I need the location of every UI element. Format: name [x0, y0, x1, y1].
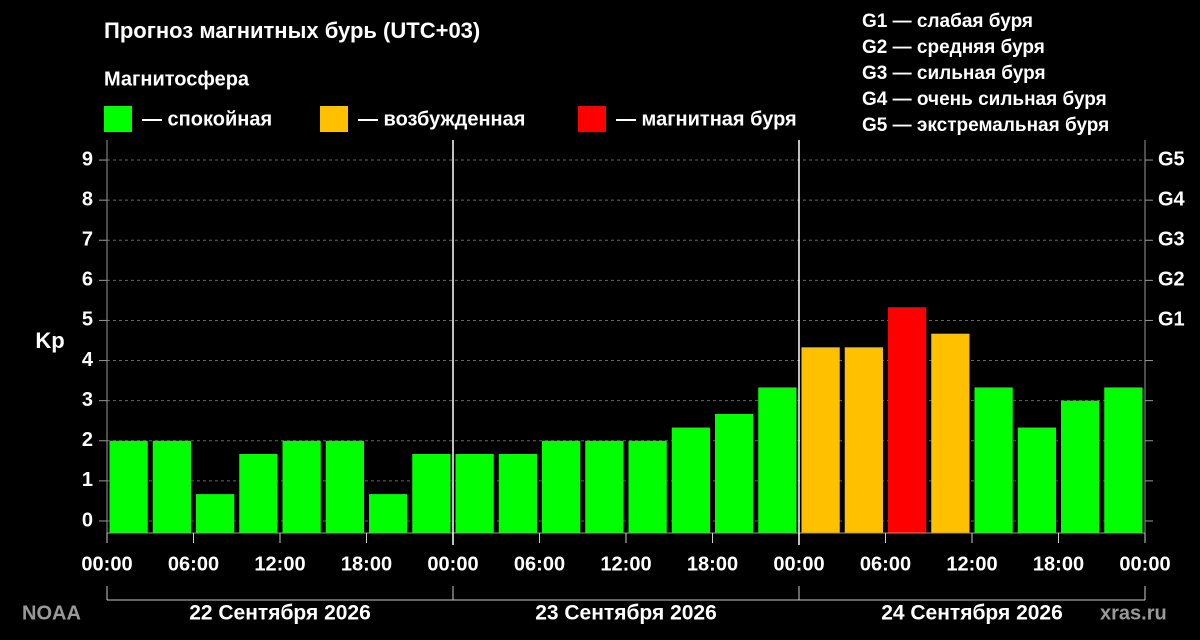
bar: [671, 427, 710, 533]
site: xras.ru: [1100, 602, 1167, 624]
g-scale-label: G1 — слабая буря: [862, 11, 1033, 32]
bar: [282, 440, 321, 533]
y2-tick-label: G3: [1158, 229, 1185, 251]
bar: [239, 453, 278, 533]
y-tick-label: 4: [82, 349, 94, 371]
chart-title: Прогноз магнитных бурь (UTC+03): [104, 18, 480, 43]
bar: [152, 440, 191, 533]
bar: [325, 440, 364, 533]
x-tick-label: 00:00: [773, 553, 824, 575]
x-tick-label: 12:00: [946, 553, 997, 575]
y-tick-label: 1: [82, 469, 93, 491]
x-tick-label: 06:00: [514, 553, 565, 575]
bar: [715, 413, 754, 533]
bar: [758, 387, 797, 533]
y-tick-label: 0: [82, 509, 93, 531]
g-scale-label: G4 — очень сильная буря: [862, 89, 1107, 110]
x-tick-label: 18:00: [341, 553, 392, 575]
x-tick-label: 12:00: [254, 553, 305, 575]
x-tick-label: 06:00: [860, 553, 911, 575]
bar: [542, 440, 581, 533]
legend-swatch: [104, 106, 132, 132]
y-tick-label: 8: [82, 188, 93, 210]
day-label: 22 Сентября 2026: [189, 602, 371, 625]
source: NOAA: [22, 602, 81, 624]
x-tick-label: 06:00: [168, 553, 219, 575]
y2-tick-label: G1: [1158, 309, 1185, 331]
y-axis-label: Kp: [35, 328, 64, 353]
x-tick-label: 00:00: [81, 553, 132, 575]
subtitle: Магнитосфера: [104, 68, 250, 90]
day-label: 24 Сентября 2026: [881, 602, 1063, 625]
bar: [931, 333, 970, 533]
y-tick-label: 3: [82, 389, 93, 411]
bar: [455, 453, 494, 533]
y-tick-label: 5: [82, 309, 93, 331]
legend-swatch: [320, 106, 348, 132]
bar: [628, 440, 667, 533]
bar: [1104, 387, 1143, 533]
legend-label: — возбужденная: [358, 108, 525, 130]
x-tick-label: 18:00: [687, 553, 738, 575]
g-scale-label: G3 — сильная буря: [862, 63, 1046, 84]
bar: [498, 453, 537, 533]
y-tick-label: 9: [82, 148, 93, 170]
bar: [844, 347, 883, 533]
legend-label: — спокойная: [142, 108, 272, 130]
day-label: 23 Сентября 2026: [535, 602, 717, 625]
bar: [412, 453, 451, 533]
y2-tick-label: G4: [1158, 188, 1186, 210]
y2-tick-label: G5: [1158, 148, 1185, 170]
y2-tick-label: G2: [1158, 269, 1185, 291]
g-scale-label: G5 — экстремальная буря: [862, 115, 1109, 136]
bar: [109, 440, 148, 533]
bar: [1061, 400, 1100, 533]
x-tick-label: 00:00: [427, 553, 478, 575]
bar: [801, 347, 840, 533]
bar: [1017, 427, 1056, 533]
bar: [888, 307, 927, 533]
y-tick-label: 6: [82, 269, 93, 291]
x-tick-label: 18:00: [1033, 553, 1084, 575]
x-tick-label: 12:00: [600, 553, 651, 575]
bar: [196, 494, 235, 533]
bar: [585, 440, 624, 533]
bar: [369, 494, 408, 533]
g-scale-label: G2 — средняя буря: [862, 37, 1045, 58]
x-tick-label: 00:00: [1119, 553, 1170, 575]
y-tick-label: 2: [82, 429, 93, 451]
bar: [974, 387, 1013, 533]
y-tick-label: 7: [82, 229, 93, 251]
legend-swatch: [578, 106, 606, 132]
legend-label: — магнитная буря: [616, 108, 797, 130]
